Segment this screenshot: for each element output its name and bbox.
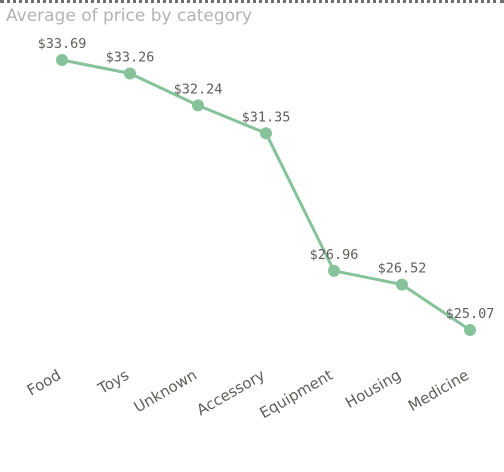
data-point-food[interactable] bbox=[56, 54, 68, 66]
x-tick-label-medicine: Medicine bbox=[405, 366, 472, 415]
data-point-accessory[interactable] bbox=[260, 127, 272, 140]
data-point-housing[interactable] bbox=[396, 278, 408, 291]
data-label-medicine: $25.07 bbox=[446, 306, 495, 322]
marker-group bbox=[56, 54, 476, 336]
data-label-unknown: $32.24 bbox=[174, 81, 223, 97]
x-tick-label-housing: Housing bbox=[342, 366, 404, 412]
data-label-food: $33.69 bbox=[38, 36, 87, 52]
chart-title: Average of price by category bbox=[6, 6, 253, 26]
data-label-housing: $26.52 bbox=[378, 261, 427, 277]
x-tick-label-food: Food bbox=[24, 366, 64, 400]
data-point-medicine[interactable] bbox=[464, 324, 476, 336]
data-point-unknown[interactable] bbox=[192, 99, 204, 112]
x-tick-label-unknown: Unknown bbox=[131, 366, 200, 416]
x-tick-label-toys: Toys bbox=[94, 366, 132, 398]
data-point-equipment[interactable] bbox=[328, 264, 340, 277]
x-tick-label-equipment: Equipment bbox=[256, 366, 336, 422]
x-tick-label-accessory: Accessory bbox=[194, 366, 269, 419]
series-line bbox=[60, 58, 472, 332]
data-label-group: $33.69 $33.26 $32.24 $31.35 $26.96 $26.52 $25.… bbox=[38, 36, 495, 322]
data-point-toys[interactable] bbox=[124, 67, 136, 80]
data-label-equipment: $26.96 bbox=[310, 247, 359, 263]
data-label-toys: $33.26 bbox=[106, 49, 155, 65]
data-label-accessory: $31.35 bbox=[242, 109, 291, 125]
visual-top-border bbox=[0, 0, 504, 3]
